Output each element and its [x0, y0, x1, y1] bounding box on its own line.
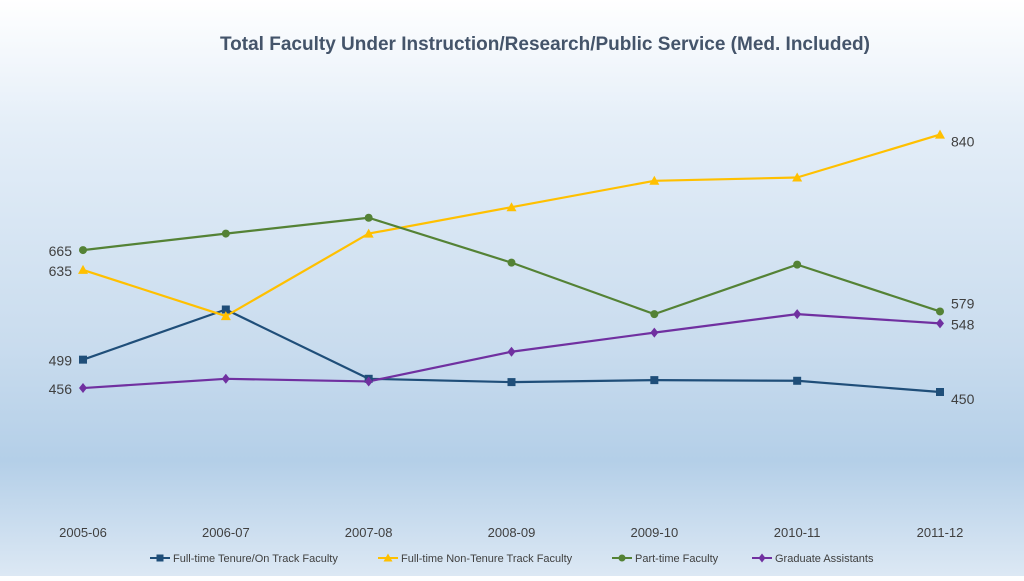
- series-1-point-6: [793, 376, 802, 385]
- chart-title: Total Faculty Under Instruction/Research…: [220, 34, 870, 55]
- x-tick-label-2: 2006-07: [202, 525, 250, 540]
- series-4-point-3: [364, 376, 373, 387]
- series-4-point-2: [221, 373, 230, 384]
- series-1-point-5: [650, 376, 659, 385]
- series-2-point-6: [792, 172, 803, 182]
- series-2-point-4: [506, 202, 517, 212]
- legend-marker-3: [618, 554, 626, 562]
- series-3-point-5: [650, 310, 659, 319]
- legend-marker-4: [758, 553, 766, 563]
- series-markers: [78, 129, 945, 396]
- x-axis-tick-labels: 2005-06 2006-07 2007-08 2008-09 2009-10 2010-…: [59, 525, 963, 540]
- series-3-point-3: [364, 213, 373, 222]
- series-line-2: [82, 133, 941, 318]
- data-label-series-2-point-1: 635: [49, 263, 73, 279]
- legend: Full-time Tenure/On Track Faculty Full-ti…: [150, 553, 874, 565]
- series-2-point-7: [935, 129, 945, 139]
- legend-label-4: Graduate Assistants: [775, 553, 874, 565]
- series-2-point-1: [78, 264, 88, 274]
- data-label-series-4-point-7: 548: [951, 316, 975, 332]
- legend-label-2: Full-time Non-Tenure Track Faculty: [401, 553, 573, 565]
- series-4-point-6: [793, 309, 802, 320]
- data-label-series-1-point-1: 499: [49, 353, 73, 369]
- series-3-point-2: [221, 229, 230, 238]
- series-4-point-7: [936, 318, 944, 329]
- series-4-point-1: [79, 383, 87, 394]
- series-3-point-6: [793, 260, 802, 269]
- legend-label-3: Part-time Faculty: [635, 553, 719, 565]
- series-1-point-7: [936, 388, 944, 396]
- series-1-point-2: [221, 305, 230, 314]
- series-3-point-4: [507, 258, 516, 267]
- data-labels: 499 450 635 840 665 579 456 548: [49, 134, 975, 407]
- legend-marker-2: [383, 553, 393, 562]
- x-tick-label-6: 2010-11: [774, 525, 821, 540]
- x-tick-label-4: 2008-09: [488, 525, 536, 540]
- data-label-series-1-point-7: 450: [951, 391, 975, 407]
- data-label-series-4-point-1: 456: [49, 381, 73, 397]
- x-tick-label-5: 2009-10: [630, 525, 678, 540]
- legend-label-1: Full-time Tenure/On Track Faculty: [173, 553, 338, 565]
- series-2-point-5: [649, 175, 660, 185]
- x-tick-label-1: 2005-06: [59, 525, 107, 540]
- series-2-point-2: [220, 311, 231, 321]
- legend-marker-1: [156, 554, 164, 562]
- series-1-point-4: [507, 378, 516, 387]
- data-label-series-2-point-7: 840: [951, 134, 975, 150]
- x-tick-label-7: 2011-12: [917, 525, 964, 540]
- series-4-point-5: [650, 327, 659, 338]
- series-3-point-1: [79, 246, 87, 255]
- series-4-point-4: [507, 346, 516, 357]
- data-label-series-3-point-7: 579: [951, 295, 975, 311]
- series-1-point-1: [79, 355, 87, 364]
- series-2-point-3: [363, 228, 374, 238]
- x-tick-label-3: 2007-08: [345, 525, 393, 540]
- data-label-series-3-point-1: 665: [49, 243, 73, 259]
- series-3-point-7: [936, 307, 944, 316]
